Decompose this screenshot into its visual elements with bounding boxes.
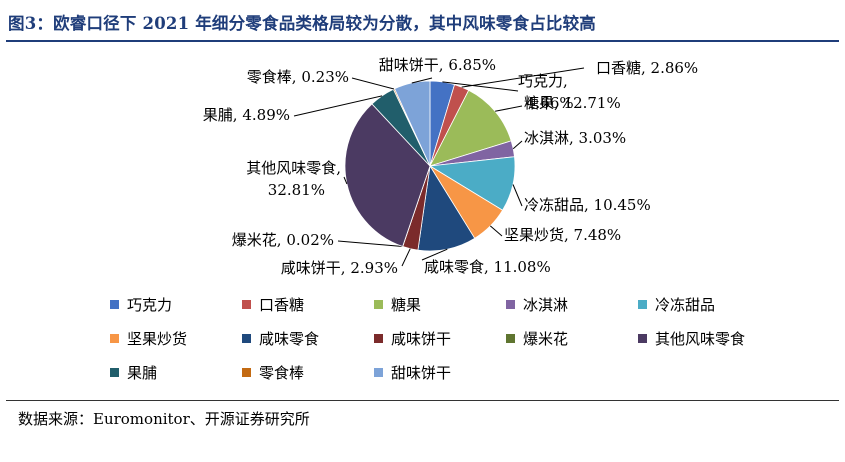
legend-item-1: 口香糖 (242, 294, 304, 315)
legend-label-9: 其他风味零食 (655, 330, 746, 348)
legend-label-6: 咸味零食 (259, 330, 320, 348)
legend-swatch-9 (638, 334, 647, 343)
leader-line-10 (293, 95, 383, 117)
data-label-1: 口香糖, 2.86% (596, 59, 698, 77)
legend-label-3: 冰淇淋 (523, 296, 569, 314)
legend-swatch-0 (110, 300, 119, 309)
leader-line-11 (351, 77, 395, 90)
leader-line-0 (442, 81, 519, 92)
data-label-3: 冰淇淋, 3.03% (524, 129, 626, 147)
source-note: 数据来源：Euromonitor、开源证券研究所 (18, 410, 310, 428)
legend-label-4: 冷冻甜品 (655, 296, 716, 314)
legend-item-10: 果脯 (110, 362, 157, 383)
legend-swatch-3 (506, 300, 515, 309)
legend-label-11: 零食棒 (259, 364, 305, 382)
legend-swatch-8 (506, 334, 515, 343)
legend-item-3: 冰淇淋 (506, 294, 568, 315)
data-label-4: 冷冻甜品, 10.45% (524, 196, 651, 214)
legend-label-2: 糖果 (391, 296, 422, 314)
page-title: 图3：欧睿口径下 2021 年细分零食品类格局较为分散，其中风味零食占比较高 (8, 14, 596, 33)
data-label-10: 果脯, 4.89% (203, 106, 290, 124)
source-divider (6, 400, 839, 401)
legend-label-0: 巧克力 (127, 296, 173, 314)
data-label-6: 咸味零食, 11.08% (424, 258, 551, 276)
data-label-11: 零食棒, 0.23% (247, 68, 349, 86)
legend-label-7: 咸味饼干 (391, 330, 452, 348)
data-label-value-0: 4.66% (526, 94, 574, 112)
leader-line-9 (343, 176, 348, 185)
data-label-8: 爆米花, 0.02% (232, 231, 334, 249)
legend-swatch-1 (242, 300, 251, 309)
legend-swatch-7 (374, 334, 383, 343)
legend-item-11: 零食棒 (242, 362, 304, 383)
legend-label-8: 爆米花 (523, 330, 569, 348)
leader-line-7 (401, 248, 411, 267)
data-label-5: 坚果炒货, 7.48% (504, 226, 621, 244)
legend-item-9: 其他风味零食 (638, 328, 745, 349)
leader-line-5 (489, 225, 503, 237)
leader-line-6 (421, 248, 448, 261)
legend-item-0: 巧克力 (110, 294, 172, 315)
legend-swatch-5 (110, 334, 119, 343)
data-label-2: 糖果, 12.71% (524, 94, 621, 112)
legend-swatch-4 (638, 300, 647, 309)
leader-line-2 (495, 105, 523, 112)
pie-chart: 巧克力,4.66%口香糖, 2.86%糖果, 12.71%冰淇淋, 3.03%冷… (203, 56, 698, 277)
legend-item-6: 咸味零食 (242, 328, 319, 349)
leader-line-8 (337, 240, 403, 247)
legend-item-5: 坚果炒货 (110, 328, 187, 349)
legend-label-1: 口香糖 (259, 296, 305, 314)
legend-swatch-11 (242, 368, 251, 377)
data-label-12: 甜味饼干, 6.85% (379, 56, 496, 74)
legend-swatch-10 (110, 368, 119, 377)
legend-item-12: 甜味饼干 (374, 362, 451, 383)
legend-item-2: 糖果 (374, 294, 421, 315)
data-label-value-9: 32.81% (268, 181, 325, 199)
legend-item-4: 冷冻甜品 (638, 294, 715, 315)
legend-swatch-6 (242, 334, 251, 343)
legend-item-7: 咸味饼干 (374, 328, 451, 349)
leader-line-4 (512, 184, 523, 207)
legend-label-12: 甜味饼干 (391, 364, 452, 382)
legend-swatch-2 (374, 300, 383, 309)
data-label-7: 咸味饼干, 2.93% (281, 259, 398, 277)
legend-label-5: 坚果炒货 (127, 330, 188, 348)
legend-item-8: 爆米花 (506, 328, 568, 349)
leader-line-12 (411, 77, 433, 84)
leader-line-1 (461, 67, 585, 88)
legend-swatch-12 (374, 368, 383, 377)
pie-slice-9 (344, 103, 431, 247)
legend-label-10: 果脯 (127, 364, 158, 382)
data-label-name-9: 其他风味零食, (246, 159, 341, 177)
leader-line-3 (512, 140, 523, 150)
title-divider (6, 40, 839, 42)
